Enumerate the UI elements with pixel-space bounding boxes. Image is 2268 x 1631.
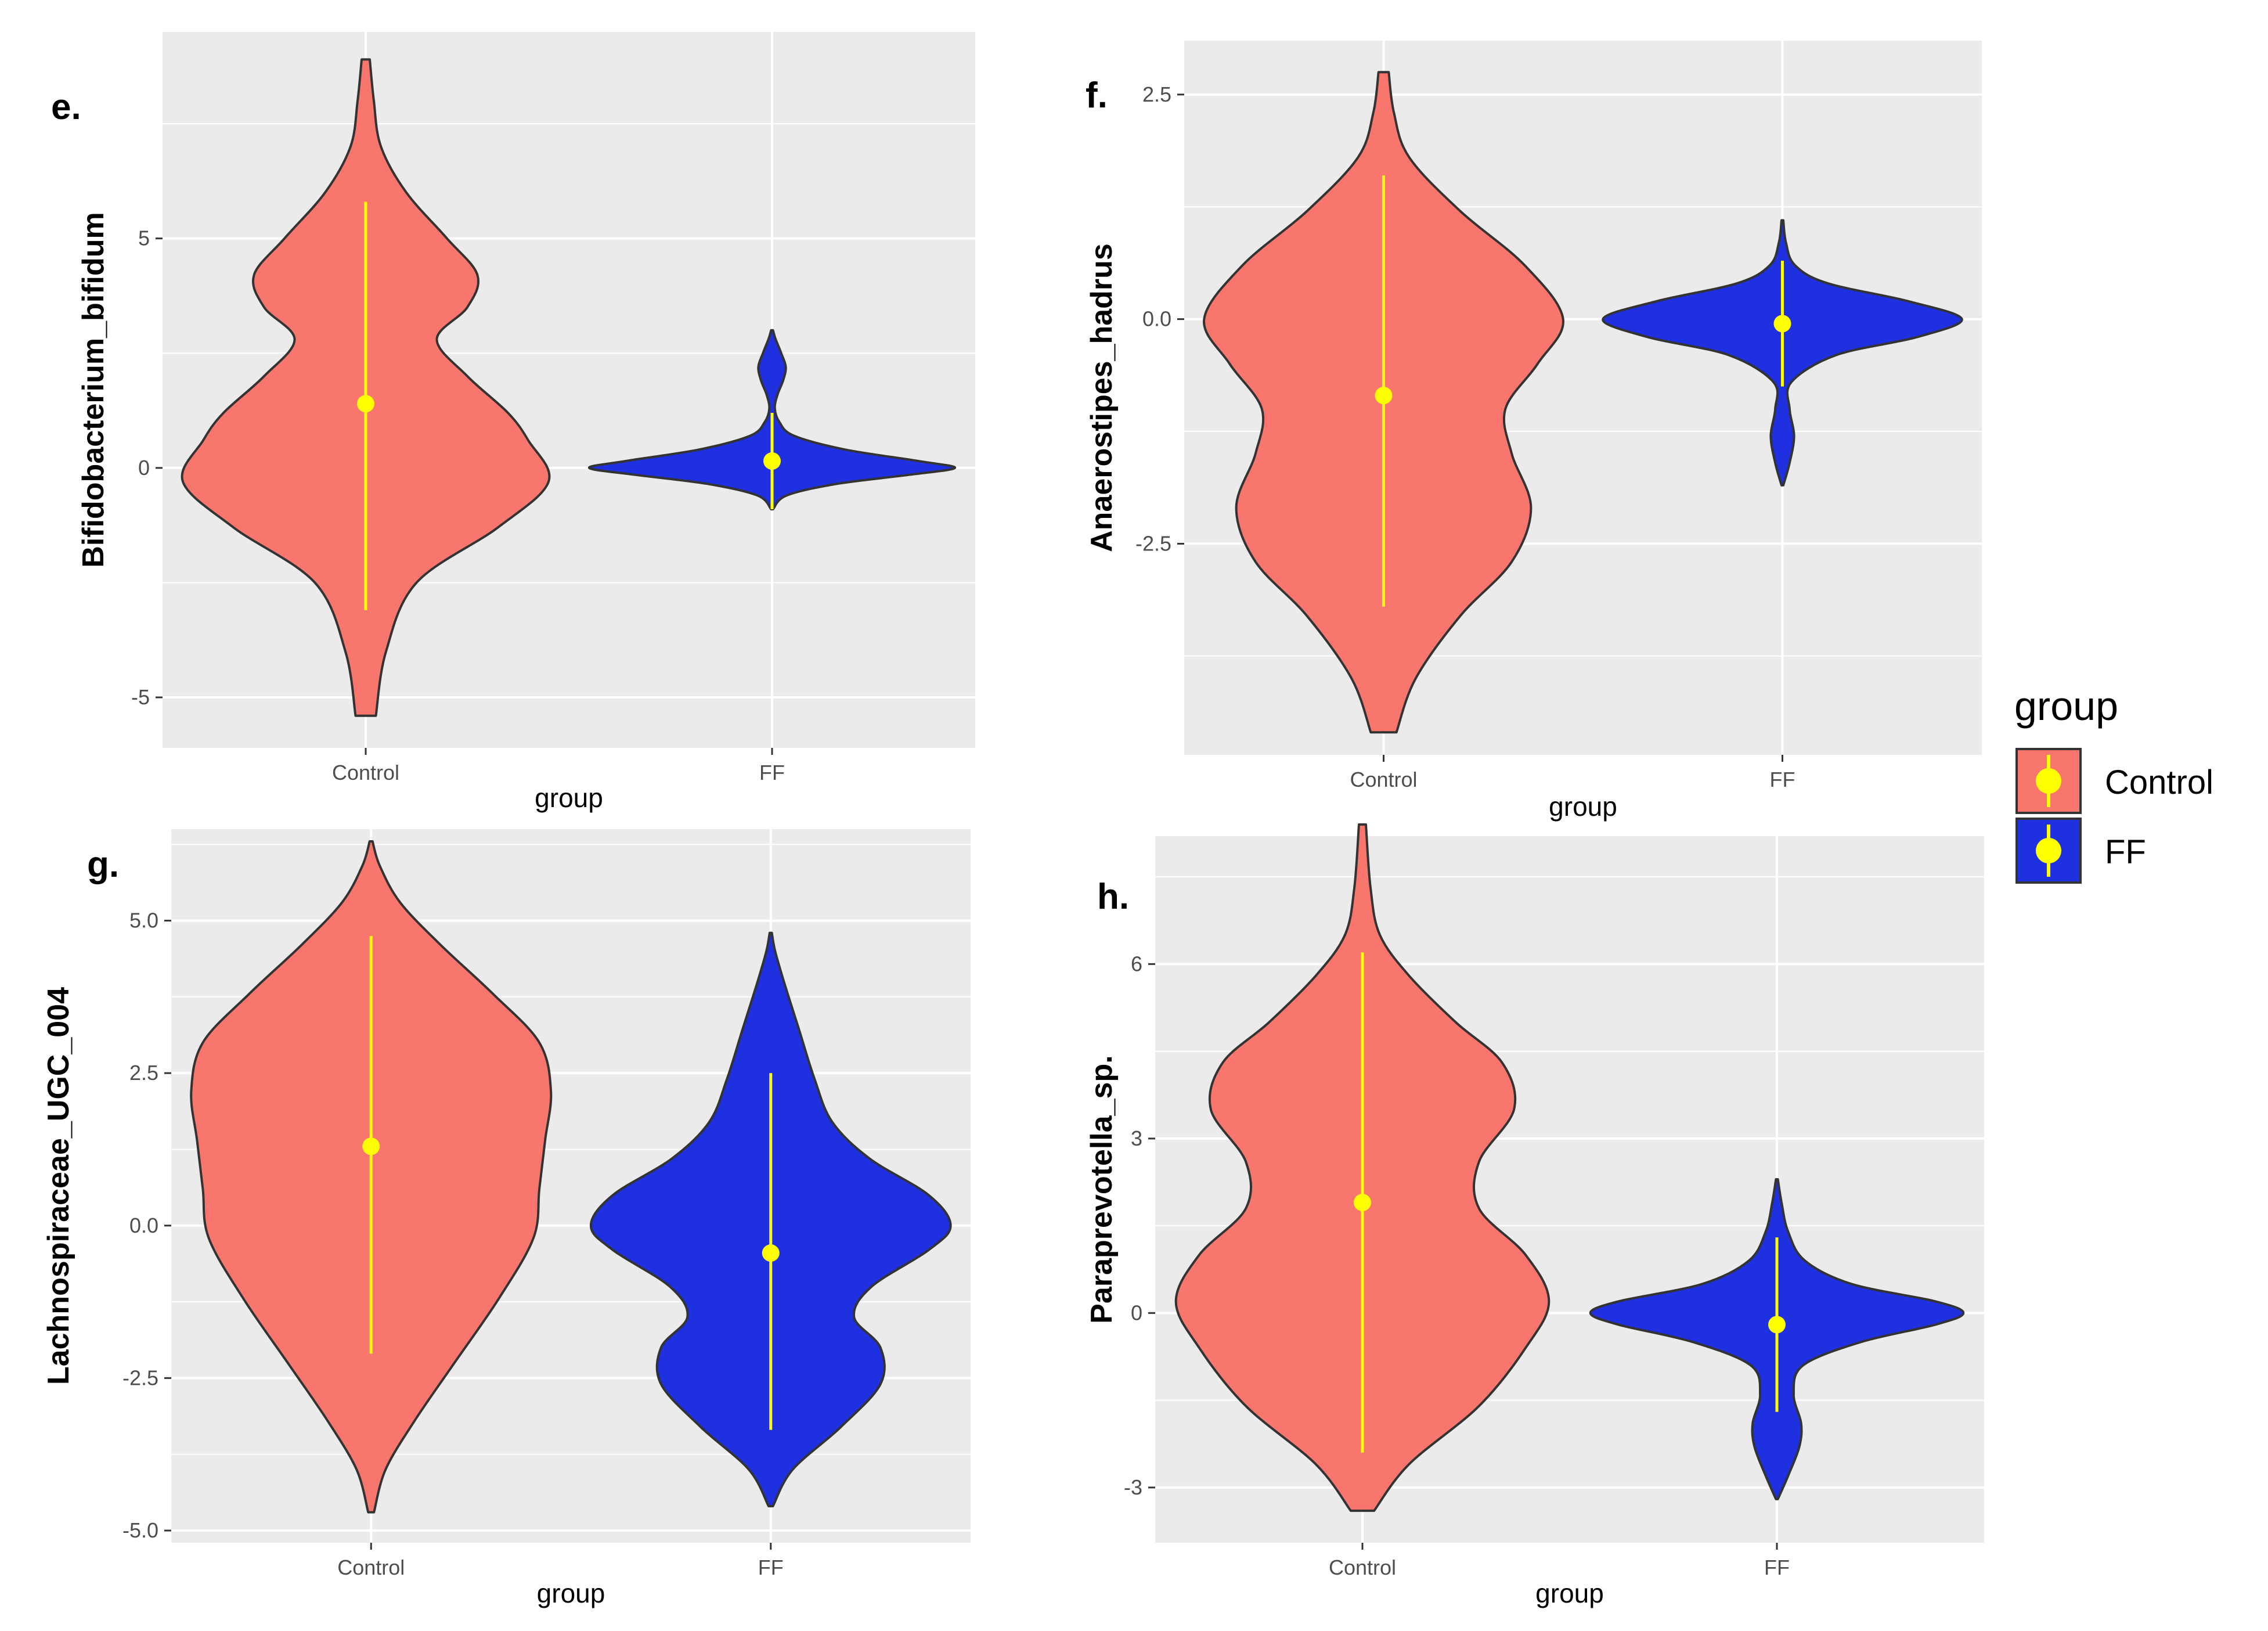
legend-label-control: Control bbox=[2105, 764, 2213, 801]
y-tick-label: 0.0 bbox=[1142, 307, 1171, 331]
panel-letter: f. bbox=[1086, 75, 1108, 116]
legend-key-control: Control bbox=[2015, 748, 2213, 814]
x-tick-label: Control bbox=[1350, 768, 1417, 791]
y-tick-label: 2.5 bbox=[129, 1061, 158, 1085]
legend-key-ff: FF bbox=[2015, 818, 2146, 884]
x-tick-label: FF bbox=[1770, 768, 1795, 791]
x-axis-title: group bbox=[535, 783, 603, 813]
y-tick-label: 6 bbox=[1131, 952, 1142, 975]
legend-summary-point-control bbox=[2036, 768, 2061, 794]
y-axis-title: Bifidobacterium_bifidum bbox=[77, 212, 110, 567]
panel-g: -5.0 -2.5 0.0 2.5 5.0 Control FF group Lachnospi… bbox=[42, 829, 971, 1608]
y-tick-label: 0.0 bbox=[129, 1214, 158, 1237]
mean-point-control bbox=[362, 1137, 380, 1155]
panel-e: -5 0 5 Control FF group Bifidobacterium_bifidu… bbox=[51, 32, 975, 813]
y-axis-title: Paraprevotella_sp. bbox=[1085, 1055, 1119, 1323]
y-tick-label: 3 bbox=[1131, 1126, 1142, 1150]
legend-summary-point-ff bbox=[2036, 838, 2061, 863]
x-tick-label: Control bbox=[1329, 1556, 1396, 1579]
chart-panels: -5 0 5 Control FF group Bifidobacterium_bifidu… bbox=[42, 32, 1984, 1608]
y-tick-label: 0 bbox=[1131, 1301, 1142, 1324]
y-tick-label: -2.5 bbox=[1135, 531, 1171, 555]
mean-point-ff bbox=[763, 452, 781, 470]
legend: group Control FF bbox=[2014, 683, 2213, 884]
x-axis-title: group bbox=[1549, 791, 1617, 822]
panel-letter: g. bbox=[87, 845, 119, 885]
x-tick-label: Control bbox=[337, 1556, 405, 1579]
panel-f: -2.5 0.0 2.5 Control FF group Anaerostipes_had… bbox=[1085, 41, 1982, 822]
legend-title: group bbox=[2014, 683, 2118, 729]
y-tick-label: -5.0 bbox=[122, 1518, 158, 1542]
panel-letter: h. bbox=[1097, 877, 1129, 917]
x-axis-title: group bbox=[537, 1578, 605, 1608]
panel-letter: e. bbox=[51, 87, 81, 127]
x-axis-title: group bbox=[1535, 1578, 1604, 1608]
x-tick-label: FF bbox=[1764, 1556, 1790, 1579]
mean-point-control bbox=[357, 395, 374, 413]
y-tick-label: 0 bbox=[138, 456, 150, 480]
y-tick-label: 5.0 bbox=[129, 909, 158, 932]
x-tick-label: FF bbox=[758, 1556, 784, 1579]
mean-point-ff bbox=[1768, 1316, 1786, 1334]
mean-point-control bbox=[1375, 387, 1393, 405]
mean-point-ff bbox=[762, 1244, 780, 1262]
y-axis-title: Anaerostipes_hadrus bbox=[1085, 243, 1119, 552]
mean-point-control bbox=[1354, 1194, 1371, 1212]
y-tick-label: -5 bbox=[131, 685, 150, 709]
legend-label-ff: FF bbox=[2105, 833, 2146, 871]
x-tick-label: FF bbox=[759, 761, 785, 784]
y-axis-title: Lachnospiraceae_UGC_004 bbox=[42, 987, 75, 1385]
y-tick-label: -3 bbox=[1124, 1475, 1142, 1499]
y-tick-label: 2.5 bbox=[1142, 82, 1171, 106]
x-tick-label: Control bbox=[332, 761, 399, 784]
y-tick-label: 5 bbox=[138, 226, 150, 250]
mean-point-ff bbox=[1773, 315, 1791, 333]
panel-h: -3 0 3 6 Control FF group Paraprevotella_sp. h. bbox=[1085, 823, 1984, 1608]
y-tick-label: -2.5 bbox=[122, 1366, 158, 1389]
